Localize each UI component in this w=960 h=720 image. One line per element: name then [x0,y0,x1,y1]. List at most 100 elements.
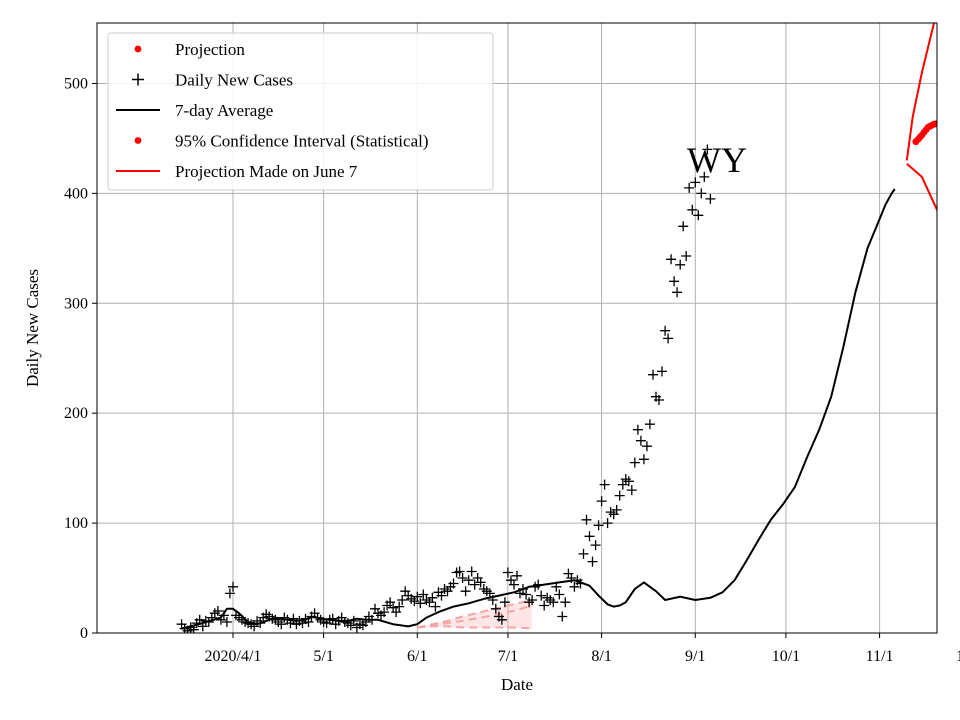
daily-case-point [466,566,477,577]
daily-case-point [554,589,565,600]
y-tick-label: 300 [64,295,88,312]
daily-case-point [221,617,232,627]
legend-box [107,32,494,191]
x-axis-label: Date [501,675,533,694]
daily-case-point [693,210,704,221]
y-tick-label: 200 [64,405,88,422]
daily-case-point [557,611,568,622]
daily-case-point [702,144,713,155]
june7-band-upper [417,599,533,629]
daily-case-point [663,333,674,344]
y-axis-ticks: 0 100 200 300 400 500 [64,75,97,642]
daily-case-point [599,479,610,490]
daily-case-point [436,590,447,601]
daily-case-point [457,573,468,583]
daily-case-point [602,518,613,529]
daily-case-point [548,597,559,608]
daily-case-point [632,424,643,435]
daily-case-point [690,177,701,188]
daily-case-point [593,520,604,531]
legend-label: Projection Made on June 7 [175,162,358,181]
x-tick-label: 12/1 [956,648,960,665]
daily-case-point [391,607,402,618]
daily-case-point [657,366,667,377]
x-tick-label: 10/1 [772,648,800,665]
daily-case-point [644,419,655,430]
daily-case-point [228,581,238,592]
daily-case-point [660,325,671,336]
daily-case-point [578,548,589,559]
daily-case-point [536,590,547,601]
daily-case-point [539,600,550,611]
daily-case-point [427,592,438,603]
daily-case-point [418,589,429,600]
legend: Projection Daily New Cases 7-day Average 95… [107,32,494,191]
x-tick-label: 8/1 [591,648,611,665]
daily-case-point [212,606,223,616]
daily-case-point [397,595,408,605]
daily-case-point [696,188,707,199]
daily-case-point [509,579,519,590]
daily-case-point [654,395,664,405]
daily-case-point [560,597,571,608]
daily-case-point [379,607,390,618]
daily-case-point [499,597,510,608]
daily-case-point [684,182,695,193]
daily-case-point [629,457,640,468]
x-tick-label: 11/1 [866,648,894,665]
daily-case-point [454,566,465,577]
daily-case-point [460,586,471,597]
x-tick-label: 2020/4/1 [205,648,262,665]
daily-case-point [614,490,625,501]
legend-label: 7-day Average [175,101,273,120]
daily-case-point [623,476,634,487]
daily-case-point [681,251,692,261]
daily-case-point [415,598,426,609]
daily-case-point [512,570,522,581]
y-tick-label: 0 [80,625,88,642]
daily-case-point [666,254,677,265]
daily-case-point [496,614,507,625]
plot-frame [96,22,938,634]
daily-case-point [705,193,716,204]
daily-case-point [587,556,598,567]
daily-case-point [617,479,628,490]
daily-case-point [699,171,710,182]
y-tick-label: 400 [64,185,88,202]
seven-day-average-line [181,188,896,630]
ci-upper-line [905,23,936,161]
legend-label: Projection [175,40,245,59]
daily-case-point [521,589,532,600]
daily-case-point [626,485,637,496]
legend-dot-icon [134,137,142,144]
x-tick-label: 5/1 [313,648,333,665]
daily-case-point [590,540,601,551]
daily-case-point [669,276,680,287]
daily-case-point [678,221,689,232]
daily-case-point [569,581,580,592]
daily-case-point [412,591,423,602]
x-axis-ticks: 2020/4/15/16/17/18/19/110/111/112/12021/… [205,633,960,665]
daily-case-point [463,575,474,586]
daily-case-point [475,577,486,588]
y-axis-label: Daily New Cases [23,269,42,387]
daily-case-point [675,259,686,270]
y-tick-label: 500 [64,75,88,92]
daily-case-point [581,514,592,525]
daily-case-point [288,613,299,624]
legend-plus-icon [132,73,144,86]
legend-label: Daily New Cases [175,71,293,90]
daily-case-point [360,617,371,627]
daily-case-point [638,454,649,465]
daily-case-point [385,597,396,608]
june7-band-lower [417,625,533,630]
daily-case-point [327,613,338,624]
daily-case-point [584,531,595,542]
projection-point [934,120,937,127]
daily-case-point [276,619,287,630]
daily-case-point [224,588,235,599]
confidence-bands [417,599,533,630]
daily-case-point [611,504,622,515]
daily-case-point [648,369,658,380]
daily-case-point [448,578,459,589]
